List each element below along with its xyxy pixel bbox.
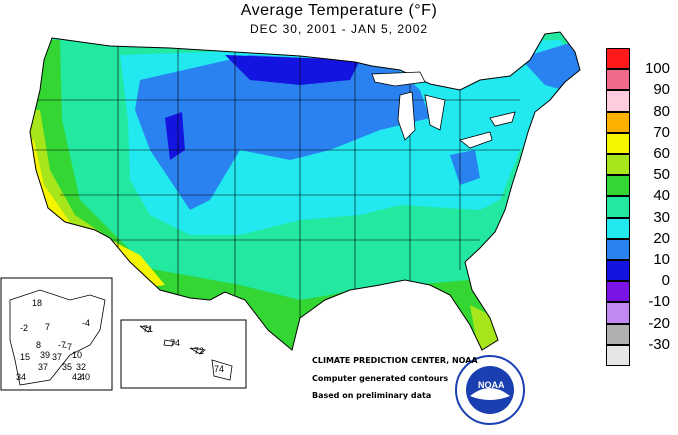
legend-label: 100 [644, 60, 670, 78]
noaa-logo-text: NOAA [478, 380, 505, 390]
alaska-value: -7 [58, 340, 67, 350]
legend-label: 0 [661, 272, 670, 290]
alaska-value: 40 [80, 372, 91, 382]
legend-label: -20 [648, 314, 670, 332]
alaska-value: 42 [72, 372, 83, 382]
legend-label: -10 [648, 293, 670, 311]
legend-label: 70 [653, 123, 670, 141]
alaska-value: 37 [52, 352, 63, 362]
credit-line-2: Computer generated contours [312, 374, 449, 383]
alaska-value: 39 [40, 350, 51, 360]
legend-swatch [606, 302, 630, 324]
map-title: Average Temperature (°F) [240, 2, 438, 19]
hawaii-value: 74 [214, 364, 225, 374]
legend-swatch [606, 111, 630, 133]
credit-line-3: Based on preliminary data [312, 391, 432, 400]
alaska-value: 10 [72, 350, 83, 360]
credit-line-1: CLIMATE PREDICTION CENTER, NOAA [312, 356, 478, 365]
legend-label: 50 [653, 166, 670, 184]
alaska-value: 7 [45, 322, 51, 332]
legend-swatch [606, 69, 630, 91]
legend-label: 40 [653, 187, 670, 205]
legend-swatch [606, 344, 630, 366]
great-lakes [371, 71, 516, 149]
legend-swatch [606, 238, 630, 260]
map-date-range: DEC 30, 2001 - JAN 5, 2002 [249, 22, 429, 36]
alaska-value: 18 [32, 298, 43, 308]
legend-swatch [606, 196, 630, 218]
legend-swatch [606, 175, 630, 197]
alaska-value: 8 [36, 340, 42, 350]
legend-label: 90 [653, 81, 670, 99]
alaska-value: -4 [82, 318, 91, 328]
legend-label: 80 [653, 102, 670, 120]
legend-swatch [606, 323, 630, 345]
legend-swatch [606, 217, 630, 239]
hawaii-value: 74 [170, 338, 181, 348]
legend-swatch [606, 48, 630, 70]
alaska-value: -2 [20, 323, 29, 333]
legend-label: 10 [653, 251, 670, 268]
hawaii-inset [120, 319, 247, 389]
legend-label: -30 [648, 335, 670, 353]
legend-swatch [606, 260, 630, 282]
hawaii-value: 72 [194, 346, 205, 356]
legend-swatch [606, 90, 630, 112]
alaska-value: 35 [62, 362, 73, 372]
noaa-logo [455, 355, 525, 425]
legend-label: 20 [653, 229, 670, 247]
legend-swatch [606, 281, 630, 303]
legend-label: 60 [653, 145, 670, 162]
legend-label: 30 [653, 208, 670, 226]
legend-swatch [606, 154, 630, 176]
alaska-value: 15 [20, 352, 31, 362]
hawaii-value: 71 [143, 324, 154, 334]
alaska-value: 37 [38, 362, 49, 372]
alaska-value: 32 [76, 362, 87, 372]
alaska-value: -7 [64, 342, 73, 352]
alaska-value: 34 [16, 372, 27, 382]
legend-swatch [606, 132, 630, 154]
